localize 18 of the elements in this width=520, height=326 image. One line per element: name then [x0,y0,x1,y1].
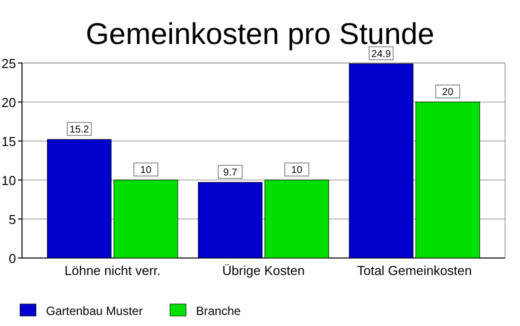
x-tick-label: Total Gemeinkosten [356,263,472,278]
legend-label: Branche [196,304,242,318]
data-label: 24.9 [371,48,392,60]
data-label: 15.2 [70,124,90,136]
x-tick-label: Löhne nicht verr. [64,263,161,278]
chart-title: Gemeinkosten pro Stunde [86,18,434,51]
data-label: 10 [140,165,152,176]
data-label: 10 [291,165,303,176]
x-tick-label: Übrige Kosten [222,263,305,278]
legend-label: Gartenbau Muster [46,304,143,318]
y-tick-label: 20 [2,95,16,110]
y-tick-label: 15 [2,134,16,149]
data-label: 20 [442,87,454,98]
y-tick-label: 5 [8,212,16,227]
y-tick-label: 25 [2,56,16,71]
data-label: 9.7 [223,167,238,178]
y-tick-label: 0 [8,251,16,266]
y-tick-label: 10 [2,173,16,188]
